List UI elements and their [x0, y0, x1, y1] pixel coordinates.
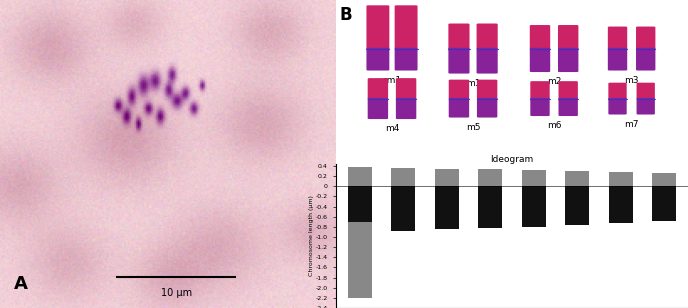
FancyBboxPatch shape: [636, 26, 656, 49]
Text: m5: m5: [466, 123, 480, 132]
Text: m6: m6: [547, 121, 561, 130]
FancyBboxPatch shape: [449, 98, 469, 118]
Bar: [478, 186, 502, 228]
Bar: [347, 167, 372, 186]
Text: m2: m2: [547, 77, 561, 86]
Bar: [347, 222, 372, 298]
Text: B: B: [339, 6, 352, 24]
FancyBboxPatch shape: [395, 5, 418, 49]
FancyBboxPatch shape: [559, 98, 578, 116]
FancyBboxPatch shape: [367, 98, 388, 119]
FancyBboxPatch shape: [449, 80, 469, 99]
FancyBboxPatch shape: [636, 48, 656, 71]
Bar: [522, 186, 546, 227]
FancyBboxPatch shape: [530, 81, 550, 99]
Bar: [391, 186, 415, 231]
Bar: [522, 170, 546, 186]
FancyBboxPatch shape: [477, 23, 497, 49]
Text: m3: m3: [625, 76, 639, 85]
Title: Ideogram: Ideogram: [490, 155, 533, 164]
Bar: [565, 171, 589, 186]
FancyBboxPatch shape: [367, 48, 389, 71]
FancyBboxPatch shape: [608, 26, 627, 49]
FancyBboxPatch shape: [367, 78, 388, 99]
FancyBboxPatch shape: [530, 48, 550, 72]
Text: m4: m4: [385, 124, 399, 133]
Bar: [609, 186, 632, 223]
FancyBboxPatch shape: [477, 48, 497, 74]
Text: m7: m7: [625, 120, 639, 129]
FancyBboxPatch shape: [608, 83, 627, 99]
FancyBboxPatch shape: [449, 48, 469, 74]
FancyBboxPatch shape: [608, 48, 627, 71]
Text: sm1: sm1: [383, 76, 402, 85]
Bar: [435, 186, 458, 229]
FancyBboxPatch shape: [530, 98, 550, 116]
Bar: [652, 186, 676, 221]
FancyBboxPatch shape: [367, 5, 389, 49]
FancyBboxPatch shape: [558, 48, 579, 72]
FancyBboxPatch shape: [477, 80, 497, 99]
Bar: [391, 168, 415, 186]
FancyBboxPatch shape: [559, 81, 578, 99]
Bar: [565, 186, 589, 225]
Text: m1: m1: [466, 79, 480, 88]
FancyBboxPatch shape: [636, 83, 655, 99]
FancyBboxPatch shape: [636, 98, 655, 115]
Bar: [652, 173, 676, 186]
Text: A: A: [14, 275, 28, 293]
FancyBboxPatch shape: [608, 98, 627, 115]
FancyBboxPatch shape: [530, 25, 550, 49]
Bar: [347, 186, 372, 222]
FancyBboxPatch shape: [396, 98, 416, 119]
FancyBboxPatch shape: [395, 48, 418, 71]
FancyBboxPatch shape: [477, 98, 497, 118]
FancyBboxPatch shape: [558, 25, 579, 49]
FancyBboxPatch shape: [449, 23, 469, 49]
FancyBboxPatch shape: [396, 78, 416, 99]
Text: 10 µm: 10 µm: [160, 288, 192, 298]
Bar: [435, 168, 458, 186]
Y-axis label: Chromosome length (µm): Chromosome length (µm): [310, 195, 314, 276]
Bar: [609, 172, 632, 186]
Bar: [478, 169, 502, 186]
